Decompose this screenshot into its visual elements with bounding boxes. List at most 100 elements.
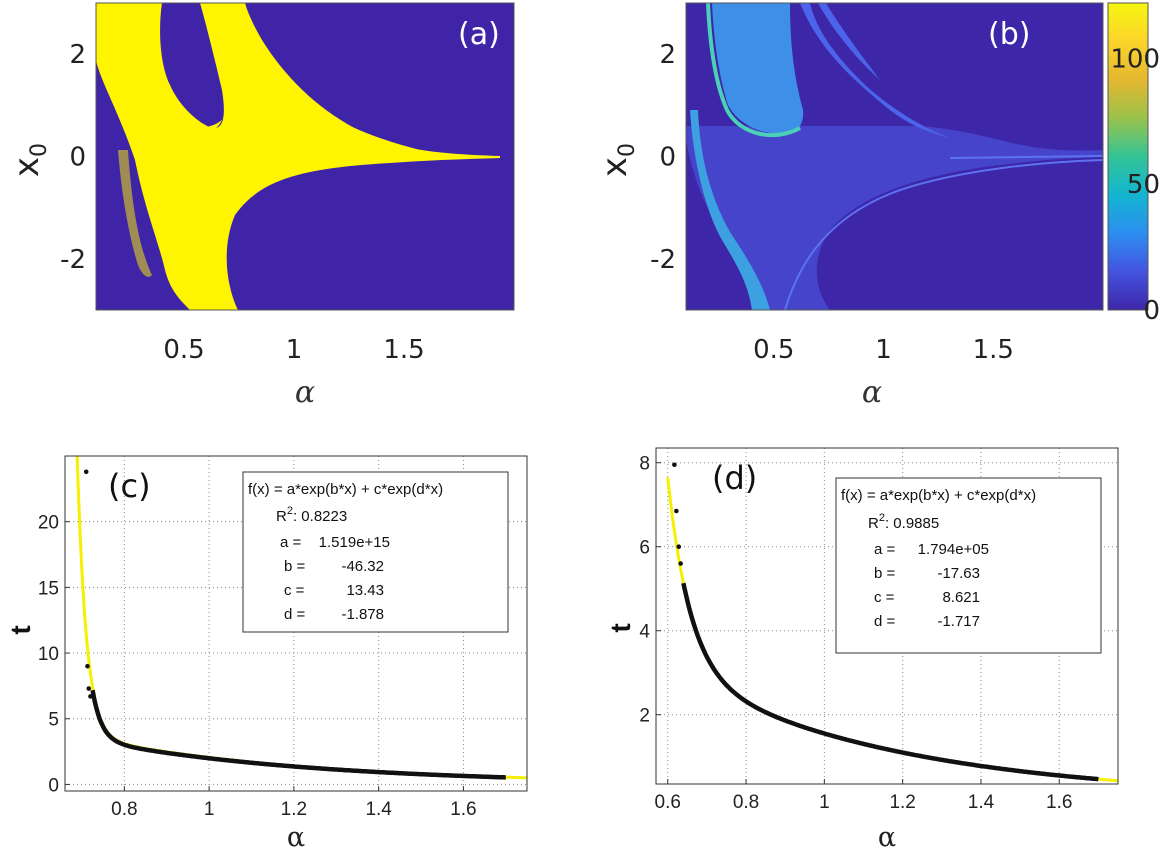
y-tick-label-b: 2: [659, 40, 676, 70]
heatmap-b-regions: [686, 3, 1103, 310]
region-b-rim: [706, 3, 801, 138]
y-tick-label-c: 15: [38, 578, 59, 599]
y-tick-label-a: 2: [69, 40, 86, 70]
panel-c: 0.8 1 1.2 1.4 1.6 20 15 10 5 0 (c) α t f(x) = a*…: [5, 455, 528, 853]
legend-d-a-value: 1.794e+05: [918, 541, 989, 558]
legend-d-c-value: 8.621: [942, 589, 980, 606]
x-tick-label-d: 0.8: [733, 792, 759, 813]
data-point-c: [88, 694, 93, 699]
y-tick-label-d: 2: [639, 706, 650, 727]
x-tick-label-d: 1.6: [1046, 792, 1072, 813]
data-points-c: [90, 689, 506, 780]
data-point-c: [85, 663, 90, 669]
x-tick-label-d: 1: [819, 792, 830, 813]
legend-d-b-value: -17.63: [937, 565, 980, 582]
y-axis-label-a: x0: [7, 143, 52, 177]
x-axis-label-a: α: [295, 375, 315, 410]
region-b-lower-arc: [784, 159, 1103, 310]
legend-c-r2-value: : 0.8223: [293, 508, 347, 525]
y-tick-label-c: 5: [48, 710, 59, 731]
legend-c-d-value: -1.878: [341, 606, 384, 623]
legend-d-formula: f(x) = a*exp(b*x) + c*exp(d*x): [841, 487, 1036, 504]
y-tick-label-d: 4: [639, 622, 650, 643]
legend-d-r2-label: R: [868, 515, 879, 532]
region-a-left-fringe: [118, 150, 152, 277]
y-tick-label-c: 10: [38, 644, 59, 665]
region-a-main-wedge: [96, 3, 500, 310]
region-b-lower-wedge: [686, 126, 1103, 310]
x-tick-label-a: 1: [286, 335, 303, 365]
panel-a: (a) 0.5 1 1.5 20-2 α x0: [7, 2, 515, 410]
axes-c-frame: [64, 455, 528, 792]
svg-text:x0: x0: [595, 143, 640, 177]
x-ticks-b: 0.5 1 1.5: [753, 335, 1014, 365]
y-ticks-b: 2 0 -2: [650, 40, 676, 275]
x-tick-label-a: 0.5: [163, 335, 204, 365]
legend-c-a-name: a =: [280, 534, 302, 551]
legend-d-r2-sup: 2: [879, 512, 885, 524]
legend-c-c-value: 13.43: [346, 582, 384, 599]
colorbar: [1107, 2, 1149, 311]
legend-d-r2: R2: 0.9885: [868, 512, 939, 532]
x-tick-label-c: 0.8: [111, 799, 137, 820]
x-tick-label-c: 1.6: [450, 799, 476, 820]
y-axis-label-d: t: [605, 623, 636, 632]
region-b-left-band: [690, 110, 770, 310]
data-point-c: [86, 686, 92, 691]
x-tick-label-a: 1.5: [383, 335, 424, 365]
x-tick-label-d: 1.2: [889, 792, 915, 813]
x-tick-label-b: 1: [875, 335, 892, 365]
y-axis-label-b-base: x: [595, 157, 635, 177]
x-axis-label-c: α: [287, 822, 305, 853]
x-ticks-d: 0.6 0.8 1 1.2 1.4 1.6: [655, 792, 1073, 813]
x-tick-label-d: 0.6: [655, 792, 681, 813]
legend-d-box: [835, 477, 1102, 654]
legend-d: f(x) = a*exp(b*x) + c*exp(d*x) R2: 0.988…: [835, 477, 1102, 654]
colorbar-ticks: 100 50 0: [1110, 44, 1160, 326]
colorbar-tick-label: 100: [1110, 44, 1160, 74]
legend-c-formula: f(x) = a*exp(b*x) + c*exp(d*x): [248, 481, 443, 498]
data-point-c: [83, 469, 89, 475]
legend-d-d-value: -1.717: [937, 613, 980, 630]
region-a-stripe-2: [228, 3, 290, 80]
y-ticks-a: 2 0 -2: [60, 40, 86, 275]
y-tick-label-a: -2: [60, 245, 86, 275]
region-a-upper-arc: [122, 3, 222, 135]
legend-c-c-name: c =: [284, 582, 305, 599]
legend-c-r2-sup: 2: [287, 505, 293, 517]
heatmap-a-regions: [96, 3, 500, 310]
legend-d-b-name: b =: [874, 565, 896, 582]
x-tick-label-c: 1: [204, 799, 215, 820]
colorbar-tick-label: 0: [1143, 296, 1160, 326]
x-tick-label-c: 1.2: [281, 799, 307, 820]
legend-d-d-name: d =: [874, 613, 896, 630]
data-point-d: [674, 508, 679, 514]
x-axis-label-b: α: [862, 375, 882, 410]
x-ticks-c: 0.8 1 1.2 1.4 1.6: [111, 799, 477, 820]
y-axis-label-c: t: [5, 625, 36, 634]
y-tick-label-d: 8: [639, 454, 650, 475]
axes-b-frame: [685, 2, 1104, 311]
y-axis-label-a-sub: 0: [27, 143, 52, 157]
region-b-bright-cap: [712, 3, 804, 134]
y-axis-label-b-sub: 0: [615, 143, 640, 157]
legend-c-r2-label: R: [276, 508, 287, 525]
outlier-points-d: [672, 462, 683, 566]
axes-a-frame: [95, 2, 515, 311]
legend-c: f(x) = a*exp(b*x) + c*exp(d*x) R2: 0.822…: [242, 471, 509, 633]
legend-c-d-name: d =: [284, 606, 306, 623]
y-tick-label-c: 0: [48, 775, 59, 796]
x-ticks-a: 0.5 1 1.5: [163, 335, 424, 365]
legend-d-a-name: a =: [874, 541, 896, 558]
data-point-d: [676, 544, 682, 549]
svg-text:x0: x0: [7, 143, 52, 177]
y-tick-label-d: 6: [639, 538, 650, 559]
y-axis-label-b: x0: [595, 143, 640, 177]
axes-d-frame: [655, 447, 1119, 785]
legend-c-b-name: b =: [284, 558, 306, 575]
data-points-d: [681, 582, 1099, 782]
legend-d-c-name: c =: [874, 589, 895, 606]
x-tick-label-c: 1.4: [365, 799, 392, 820]
